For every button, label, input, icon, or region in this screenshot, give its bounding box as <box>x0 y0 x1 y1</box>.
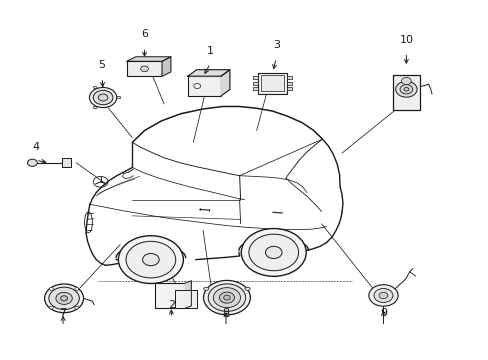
Circle shape <box>27 159 37 166</box>
Circle shape <box>223 295 230 300</box>
Text: 7: 7 <box>60 309 66 319</box>
Polygon shape <box>127 57 170 61</box>
Ellipse shape <box>117 96 121 99</box>
Circle shape <box>265 246 282 258</box>
Bar <box>253 82 258 85</box>
Circle shape <box>401 77 410 85</box>
Circle shape <box>141 66 148 72</box>
Circle shape <box>49 288 53 291</box>
Ellipse shape <box>93 86 97 89</box>
Circle shape <box>142 253 159 266</box>
Bar <box>187 76 221 96</box>
Circle shape <box>126 241 175 278</box>
Circle shape <box>49 306 53 309</box>
Circle shape <box>75 306 79 309</box>
Bar <box>392 75 419 110</box>
Circle shape <box>213 288 240 307</box>
Polygon shape <box>185 281 191 308</box>
Text: 5: 5 <box>99 60 105 70</box>
Text: 6: 6 <box>141 30 148 40</box>
Ellipse shape <box>244 287 250 291</box>
Circle shape <box>56 292 72 304</box>
Text: 10: 10 <box>399 35 412 45</box>
Circle shape <box>208 284 245 311</box>
Circle shape <box>219 292 234 303</box>
Polygon shape <box>187 70 229 76</box>
Circle shape <box>93 90 113 105</box>
Polygon shape <box>221 70 229 96</box>
Ellipse shape <box>224 314 229 317</box>
Circle shape <box>44 284 83 313</box>
Bar <box>61 158 71 167</box>
Ellipse shape <box>93 107 97 109</box>
Circle shape <box>399 85 412 94</box>
Circle shape <box>49 287 79 310</box>
Circle shape <box>403 87 408 91</box>
Circle shape <box>203 280 250 315</box>
Bar <box>127 61 162 76</box>
Text: 9: 9 <box>379 309 386 319</box>
Circle shape <box>61 296 67 301</box>
Circle shape <box>241 229 305 276</box>
Circle shape <box>248 234 298 271</box>
Ellipse shape <box>203 287 208 291</box>
Circle shape <box>395 81 416 97</box>
Text: 8: 8 <box>222 309 229 319</box>
Bar <box>253 87 258 90</box>
Bar <box>287 76 292 79</box>
Circle shape <box>378 292 387 299</box>
Bar <box>287 87 292 90</box>
Bar <box>253 76 258 79</box>
Bar <box>175 290 197 309</box>
Polygon shape <box>162 57 170 76</box>
Text: 2: 2 <box>167 300 175 310</box>
Circle shape <box>98 94 108 101</box>
Circle shape <box>118 236 183 284</box>
Bar <box>287 82 292 85</box>
Circle shape <box>89 87 117 108</box>
Circle shape <box>368 285 397 306</box>
Bar <box>261 75 284 91</box>
Text: 4: 4 <box>32 143 40 152</box>
Text: 3: 3 <box>272 40 279 50</box>
Bar <box>155 283 185 308</box>
Circle shape <box>373 288 392 302</box>
Text: 1: 1 <box>206 46 213 55</box>
Bar <box>258 73 287 94</box>
Circle shape <box>75 288 79 291</box>
